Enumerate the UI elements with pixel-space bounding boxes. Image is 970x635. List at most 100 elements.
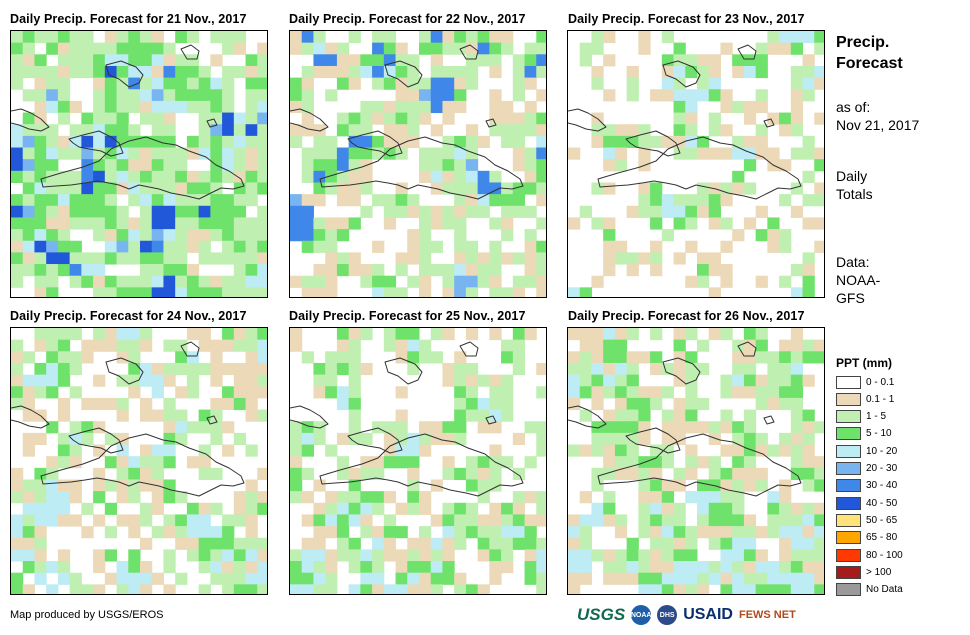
precip-cell bbox=[104, 479, 118, 492]
precip-cell bbox=[767, 147, 780, 160]
precip-cell bbox=[673, 561, 686, 574]
precip-cell bbox=[501, 514, 514, 527]
precip-cell bbox=[524, 421, 537, 434]
precip-cell bbox=[489, 54, 502, 67]
precip-grid-map bbox=[290, 328, 546, 594]
coastline bbox=[459, 341, 479, 357]
precip-cell bbox=[46, 456, 59, 469]
precip-cell bbox=[383, 339, 397, 352]
precip-cell bbox=[348, 217, 361, 230]
precip-cell bbox=[720, 374, 733, 387]
precip-cell bbox=[257, 549, 267, 562]
precip-cell bbox=[186, 65, 200, 79]
precip-cell bbox=[767, 584, 780, 594]
precip-cell bbox=[638, 491, 651, 504]
precip-cell bbox=[524, 264, 537, 277]
precip-cell bbox=[163, 147, 176, 160]
precip-cell bbox=[348, 252, 361, 265]
precip-cell bbox=[104, 135, 118, 149]
precip-cell bbox=[603, 89, 616, 102]
precip-cell bbox=[46, 42, 59, 55]
as-of-block: as of: Nov 21, 2017 bbox=[836, 98, 919, 134]
precip-cell bbox=[325, 217, 338, 230]
precip-cell bbox=[336, 526, 350, 539]
precip-cell bbox=[802, 54, 815, 67]
precip-cell bbox=[603, 362, 616, 376]
precip-cell bbox=[465, 397, 479, 411]
precip-cell bbox=[419, 584, 432, 594]
precip-cell bbox=[372, 264, 385, 277]
precip-cell bbox=[697, 339, 710, 352]
precip-cell bbox=[325, 240, 338, 253]
precip-cell bbox=[732, 444, 745, 457]
precip-cell bbox=[57, 362, 71, 376]
precip-cell bbox=[814, 77, 824, 90]
precip-cell bbox=[116, 456, 129, 469]
precip-cell bbox=[22, 170, 35, 183]
precip-cell bbox=[116, 397, 129, 411]
forecast-map-day-1[interactable] bbox=[10, 30, 268, 298]
precip-cell bbox=[46, 135, 59, 149]
coastline bbox=[662, 357, 701, 385]
precip-cell bbox=[210, 170, 223, 183]
precip-cell bbox=[454, 240, 467, 253]
precip-cell bbox=[34, 159, 47, 172]
precip-cell bbox=[673, 467, 686, 480]
precip-cell bbox=[626, 328, 639, 341]
precip-cell bbox=[755, 205, 768, 218]
precip-cell bbox=[536, 561, 546, 574]
precip-cell bbox=[151, 194, 164, 207]
precip-cell bbox=[175, 89, 188, 102]
precip-cell bbox=[501, 135, 514, 149]
precip-cell bbox=[34, 526, 47, 539]
precip-cell bbox=[57, 409, 71, 422]
forecast-map-day-3[interactable] bbox=[567, 30, 825, 298]
precip-cell bbox=[802, 479, 815, 492]
precip-cell bbox=[614, 432, 628, 446]
precip-cell bbox=[779, 549, 792, 562]
forecast-map-day-5[interactable] bbox=[289, 327, 547, 595]
forecast-map-day-2[interactable] bbox=[289, 30, 547, 298]
precip-cell bbox=[140, 409, 153, 422]
precip-cell bbox=[57, 217, 71, 230]
precip-cell bbox=[536, 124, 546, 137]
precip-cell bbox=[360, 467, 373, 480]
precip-cell bbox=[116, 467, 129, 480]
precip-cell bbox=[210, 467, 223, 480]
forecast-map-day-6[interactable] bbox=[567, 327, 825, 595]
precip-cell bbox=[301, 100, 314, 114]
precip-cell bbox=[489, 31, 502, 44]
precip-cell bbox=[626, 572, 639, 585]
precip-cell bbox=[81, 135, 94, 149]
precip-cell bbox=[336, 467, 350, 480]
precip-cell bbox=[11, 42, 24, 55]
precip-cell bbox=[104, 194, 118, 207]
legend-swatch bbox=[836, 565, 861, 579]
precip-cell bbox=[383, 491, 397, 504]
forecast-map-day-4[interactable] bbox=[10, 327, 268, 595]
precip-cell bbox=[57, 374, 71, 387]
precip-cell bbox=[57, 135, 71, 149]
precip-cell bbox=[69, 240, 82, 253]
map-credit: Map produced by USGS/EROS bbox=[10, 609, 164, 621]
precip-cell bbox=[767, 502, 780, 515]
precip-cell bbox=[489, 287, 502, 297]
precip-cell bbox=[34, 77, 47, 90]
precip-cell bbox=[732, 561, 745, 574]
precip-cell bbox=[407, 491, 420, 504]
precip-cell bbox=[81, 65, 94, 79]
precip-cell bbox=[732, 467, 745, 480]
precip-cell bbox=[720, 409, 733, 422]
precip-cell bbox=[614, 444, 628, 457]
precip-cell bbox=[430, 65, 443, 79]
precip-cell bbox=[210, 374, 223, 387]
precip-cell bbox=[325, 444, 338, 457]
precip-cell bbox=[81, 147, 94, 160]
precip-cell bbox=[708, 491, 721, 504]
precip-cell bbox=[360, 100, 373, 114]
precip-cell bbox=[501, 42, 514, 55]
precip-cell bbox=[116, 89, 129, 102]
precip-cell bbox=[301, 444, 314, 457]
precip-cell bbox=[104, 147, 118, 160]
precip-cell bbox=[626, 432, 639, 446]
